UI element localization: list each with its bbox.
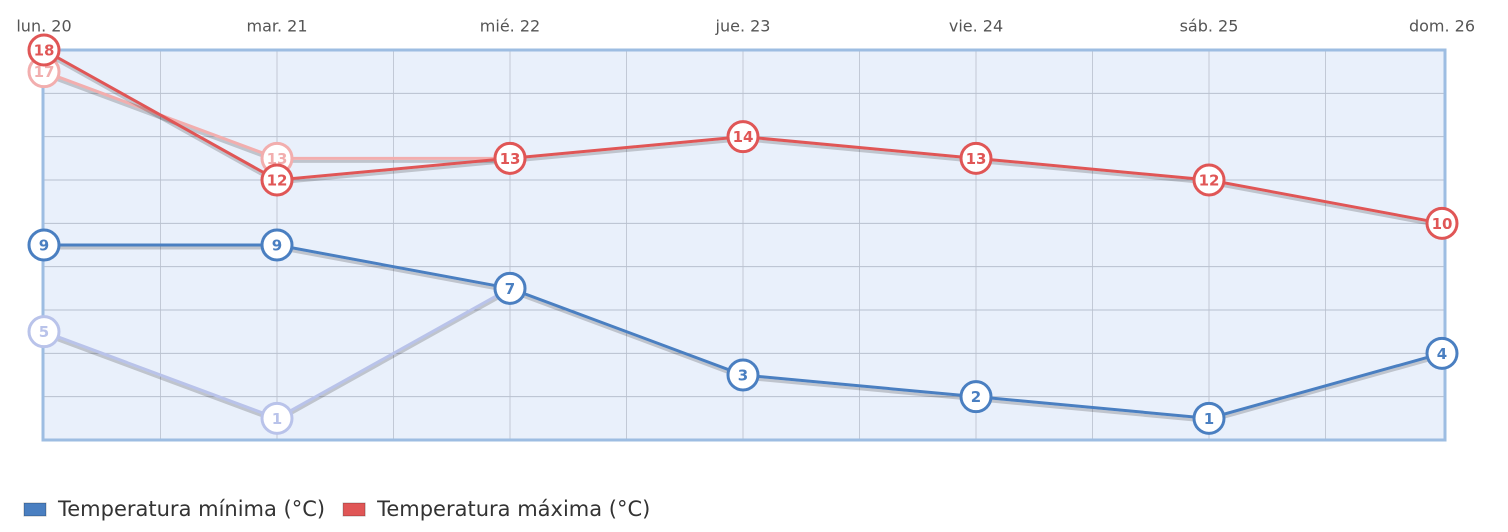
point-label: 13 — [500, 150, 521, 168]
point-label: 10 — [1432, 215, 1453, 233]
legend: Temperatura mínima (°C) Temperatura máxim… — [23, 497, 650, 521]
point — [27, 228, 61, 262]
x-tick-label: mié. 22 — [480, 17, 540, 36]
point — [726, 120, 760, 154]
point-label: 12 — [267, 172, 288, 190]
x-tick-label: lun. 20 — [16, 17, 71, 36]
point — [260, 228, 294, 262]
point — [260, 401, 294, 435]
point-label: 14 — [733, 128, 754, 146]
x-tick-label: mar. 21 — [246, 17, 307, 36]
point-label: 4 — [1437, 345, 1447, 363]
point-label: 13 — [966, 150, 987, 168]
x-tick-label: jue. 23 — [715, 17, 771, 36]
point — [493, 271, 527, 305]
point — [959, 380, 993, 414]
x-tick-label: dom. 26 — [1409, 17, 1475, 36]
point-label: 12 — [1199, 172, 1220, 190]
point — [27, 315, 61, 349]
point-label: 9 — [272, 237, 282, 255]
point — [959, 141, 993, 175]
point-label: 1 — [272, 410, 282, 428]
point — [1425, 206, 1459, 240]
point — [1192, 163, 1226, 197]
point — [260, 163, 294, 197]
point — [1192, 401, 1226, 435]
point-label: 13 — [267, 150, 288, 168]
point-label: 9 — [39, 237, 49, 255]
point — [1425, 336, 1459, 370]
series-layer: 517171313997321418121314131210 — [27, 33, 1459, 435]
legend-swatch — [23, 502, 47, 517]
point-label: 1 — [1204, 410, 1214, 428]
x-tick-label: sáb. 25 — [1180, 17, 1239, 36]
legend-label[interactable]: Temperatura mínima (°C) — [57, 497, 325, 521]
point-label: 18 — [34, 42, 55, 60]
legend-swatch — [342, 502, 366, 517]
point-label: 7 — [505, 280, 515, 298]
point — [493, 141, 527, 175]
x-tick-label: vie. 24 — [949, 17, 1003, 36]
legend-label[interactable]: Temperatura máxima (°C) — [376, 497, 650, 521]
point — [27, 33, 61, 67]
point-label: 2 — [971, 388, 981, 406]
point-label: 3 — [738, 367, 748, 385]
point — [726, 358, 760, 392]
point-label: 5 — [39, 323, 49, 341]
point-label: 17 — [34, 63, 55, 81]
